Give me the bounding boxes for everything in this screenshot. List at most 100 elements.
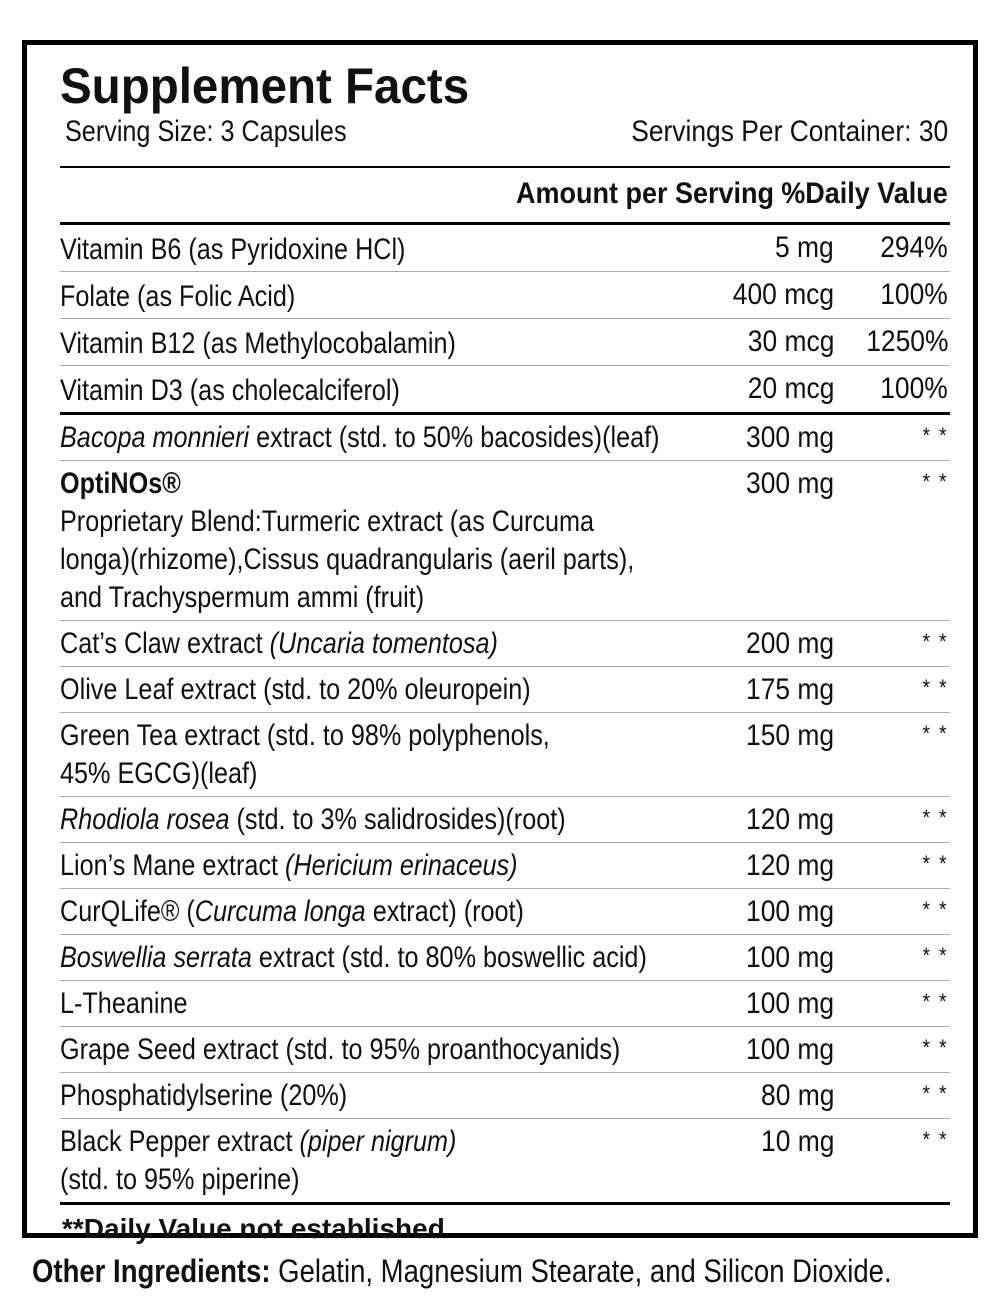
column-headers: Amount per Serving %Daily Value	[509, 177, 948, 211]
daily-value: * *	[922, 721, 948, 746]
name-line: Green Tea extract (std. to 98% polypheno…	[60, 717, 707, 755]
amount: 100 mg	[745, 941, 834, 974]
daily-value: * *	[922, 675, 948, 700]
ingredient-row: L-Theanine 100 mg * *	[60, 981, 950, 1027]
daily-value: 1250%	[865, 325, 948, 358]
daily-value: * *	[922, 989, 948, 1014]
title: Supplement Facts	[60, 58, 470, 114]
name-line: CurQLife® (Curcuma longa extract) (root)	[60, 893, 707, 931]
name-line: Black Pepper extract (piper nigrum)	[60, 1123, 707, 1161]
description-line: longa)(rhizome),Cissus quadrangularis (a…	[60, 543, 635, 576]
ingredient-row: Vitamin B12 (as Methylocobalamin) 30 mcg 1…	[60, 319, 950, 366]
name-line: L-Theanine	[60, 985, 707, 1023]
daily-value: * *	[922, 423, 948, 448]
footnote: **Daily Value not established	[62, 1213, 445, 1244]
daily-value: * *	[922, 805, 948, 830]
name-line: OptiNOs®	[60, 465, 707, 503]
ingredient-name: L-Theanine	[60, 985, 707, 1023]
ingredient-name: Grape Seed extract (std. to 95% proantho…	[60, 1031, 707, 1069]
ingredient-name: Vitamin B12 (as Methylocobalamin)	[60, 325, 707, 363]
ingredient-row: Boswellia serrata extract (std. to 80% b…	[60, 935, 950, 981]
name-segment: Grape Seed extract (std. to 95% proantho…	[60, 1033, 621, 1066]
name-line: Bacopa monnieri extract (std. to 50% bac…	[60, 419, 707, 457]
name-line: Rhodiola rosea (std. to 3% salidrosides)…	[60, 801, 707, 839]
amount: 120 mg	[745, 803, 834, 836]
ingredient-row: Vitamin D3 (as cholecalciferol) 20 mcg 100…	[60, 366, 950, 415]
daily-value: 294%	[880, 231, 948, 264]
nutrient-rows: Vitamin B6 (as Pyridoxine HCl) 5 mg 294% Fo…	[60, 225, 950, 1205]
amount: 300 mg	[745, 467, 834, 500]
amount: 20 mcg	[747, 372, 834, 405]
ingredient-row: CurQLife® (Curcuma longa extract) (root)…	[60, 889, 950, 935]
daily-value: * *	[922, 1081, 948, 1106]
name-segment: (Hericium erinaceus)	[285, 849, 518, 882]
serving-size: Serving Size: 3 Capsules	[65, 115, 347, 148]
column-header: Amount per Serving	[516, 177, 775, 210]
ingredient-row: Cat’s Claw extract (Uncaria tomentosa) 20…	[60, 621, 950, 667]
name-segment: CurQLife® (	[60, 895, 195, 928]
name-segment: Vitamin D3 (as cholecalciferol)	[60, 374, 400, 407]
divider	[60, 1202, 950, 1205]
name-line: Vitamin B12 (as Methylocobalamin)	[60, 325, 707, 363]
ingredient-row: Olive Leaf extract (std. to 20% oleurope…	[60, 667, 950, 713]
name-segment: L-Theanine	[60, 987, 188, 1020]
ingredient-name: Vitamin D3 (as cholecalciferol)	[60, 372, 707, 410]
ingredient-row: Vitamin B6 (as Pyridoxine HCl) 5 mg 294%	[60, 225, 950, 272]
name-segment: OptiNOs®	[60, 467, 181, 500]
ingredient-name: Black Pepper extract (piper nigrum) (std.…	[60, 1123, 707, 1199]
column-header: %Daily Value	[781, 177, 948, 210]
ingredient-name: Rhodiola rosea (std. to 3% salidrosides)…	[60, 801, 707, 839]
amount: 80 mg	[760, 1079, 834, 1112]
name-line: Olive Leaf extract (std. to 20% oleurope…	[60, 671, 707, 709]
ingredient-name: Cat’s Claw extract (Uncaria tomentosa)	[60, 625, 707, 663]
name-line: Grape Seed extract (std. to 95% proantho…	[60, 1031, 707, 1069]
name-line: Phosphatidylserine (20%)	[60, 1077, 707, 1115]
daily-value: * *	[922, 897, 948, 922]
ingredient-name: Green Tea extract (std. to 98% polypheno…	[60, 717, 707, 793]
daily-value: * *	[922, 851, 948, 876]
name-segment: Vitamin B12 (as Methylocobalamin)	[60, 327, 456, 360]
name-segment: Curcuma longa	[194, 895, 366, 928]
divider	[60, 166, 950, 168]
ingredient-name: Folate (as Folic Acid)	[60, 278, 707, 316]
amount: 150 mg	[745, 719, 834, 752]
amount: 400 mcg	[732, 278, 834, 311]
description-line: (std. to 95% piperine)	[60, 1163, 300, 1196]
description-line: and Trachyspermum ammi (fruit)	[60, 581, 425, 614]
amount: 100 mg	[745, 987, 834, 1020]
name-line: Lion’s Mane extract (Hericium erinaceus)	[60, 847, 707, 885]
daily-value: * *	[922, 469, 948, 494]
ingredient-row: Grape Seed extract (std. to 95% proantho…	[60, 1027, 950, 1073]
name-segment: Boswellia serrata	[60, 941, 252, 974]
name-segment: extract) (root)	[365, 895, 524, 928]
daily-value: * *	[922, 943, 948, 968]
name-segment: Rhodiola rosea	[60, 803, 230, 836]
name-line: Folate (as Folic Acid)	[60, 278, 707, 316]
ingredient-name: CurQLife® (Curcuma longa extract) (root)	[60, 893, 707, 931]
amount: 30 mcg	[747, 325, 834, 358]
name-segment: (std. to 3% salidrosides)(root)	[229, 803, 566, 836]
name-line: Vitamin D3 (as cholecalciferol)	[60, 372, 707, 410]
amount: 200 mg	[745, 627, 834, 660]
name-segment: Black Pepper extract	[60, 1125, 300, 1158]
ingredient-name: Boswellia serrata extract (std. to 80% b…	[60, 939, 707, 977]
other-text: Gelatin, Magnesium Stearate, and Silicon…	[270, 1253, 892, 1289]
servings-per-container: Servings Per Container: 30	[631, 115, 948, 148]
amount: 5 mg	[775, 231, 834, 264]
daily-value: * *	[922, 629, 948, 654]
ingredient-row: Rhodiola rosea (std. to 3% salidrosides)…	[60, 797, 950, 843]
name-line: Cat’s Claw extract (Uncaria tomentosa)	[60, 625, 707, 663]
ingredient-row: Folate (as Folic Acid) 400 mcg 100%	[60, 272, 950, 319]
amount: 175 mg	[745, 673, 834, 706]
description-line: Proprietary Blend:Turmeric extract (as C…	[60, 505, 595, 538]
facts-panel: Supplement Facts Serving Size: 3 Capsule…	[22, 40, 978, 1244]
amount: 300 mg	[745, 421, 834, 454]
ingredient-row: Black Pepper extract (piper nigrum) (std.…	[60, 1119, 950, 1202]
ingredient-name: OptiNOs® Proprietary Blend:Turmeric extra…	[60, 465, 707, 617]
description-line: 45% EGCG)(leaf)	[60, 757, 258, 790]
ingredient-name: Phosphatidylserine (20%)	[60, 1077, 707, 1115]
name-segment: extract (std. to 80% boswellic acid)	[251, 941, 647, 974]
amount: 120 mg	[745, 849, 834, 882]
daily-value: 100%	[880, 372, 948, 405]
